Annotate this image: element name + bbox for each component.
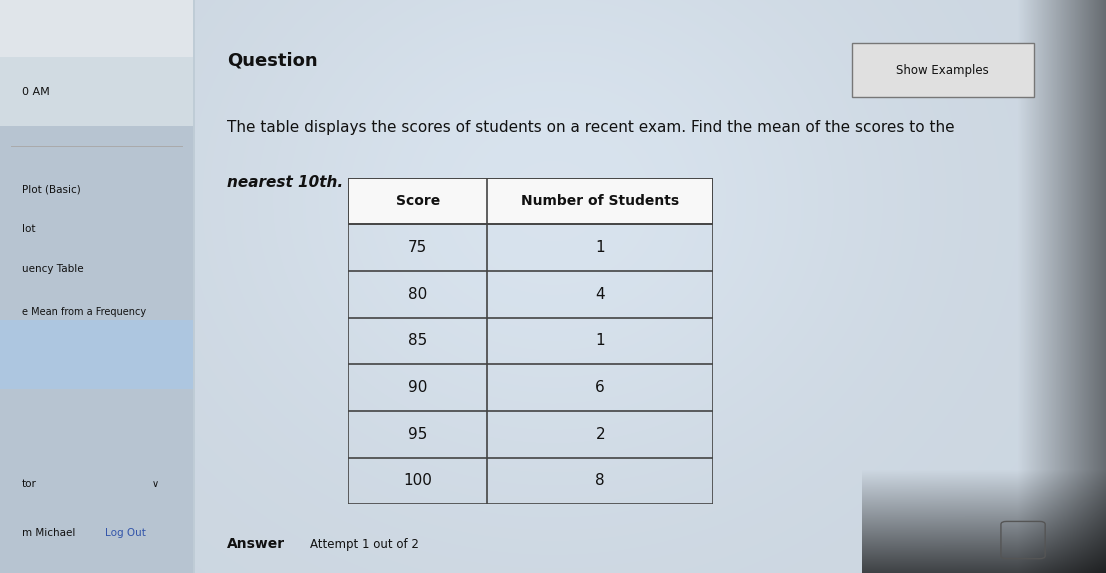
Text: 1: 1: [595, 240, 605, 255]
Text: Question: Question: [227, 52, 317, 69]
Text: The table displays the scores of students on a recent exam. Find the mean of the: The table displays the scores of student…: [227, 120, 954, 135]
Text: 80: 80: [408, 286, 427, 302]
Text: 75: 75: [408, 240, 427, 255]
Text: 90: 90: [408, 380, 427, 395]
Text: nearest 10th.: nearest 10th.: [227, 175, 343, 190]
Text: ∨: ∨: [152, 479, 158, 489]
Text: tor: tor: [22, 479, 36, 489]
Bar: [348, 178, 713, 224]
Text: Number of Students: Number of Students: [521, 194, 679, 208]
Text: Answer: Answer: [227, 537, 285, 551]
Text: 2: 2: [595, 427, 605, 442]
Text: 1: 1: [595, 333, 605, 348]
Text: 85: 85: [408, 333, 427, 348]
Text: uency Table: uency Table: [22, 264, 84, 274]
Text: 100: 100: [404, 473, 432, 488]
Text: lot: lot: [22, 224, 35, 234]
Text: Score: Score: [396, 194, 440, 208]
Text: Show Examples: Show Examples: [897, 64, 989, 77]
Text: e Mean from a Frequency: e Mean from a Frequency: [22, 307, 146, 317]
Text: Plot (Basic): Plot (Basic): [22, 184, 81, 194]
Text: Attempt 1 out of 2: Attempt 1 out of 2: [310, 538, 418, 551]
Text: 4: 4: [595, 286, 605, 302]
Text: m Michael: m Michael: [22, 528, 75, 538]
Text: Log Out: Log Out: [105, 528, 146, 538]
Text: 95: 95: [408, 427, 427, 442]
FancyBboxPatch shape: [852, 43, 1034, 97]
Text: 0 AM: 0 AM: [22, 87, 50, 97]
Text: 6: 6: [595, 380, 605, 395]
Text: 8: 8: [595, 473, 605, 488]
